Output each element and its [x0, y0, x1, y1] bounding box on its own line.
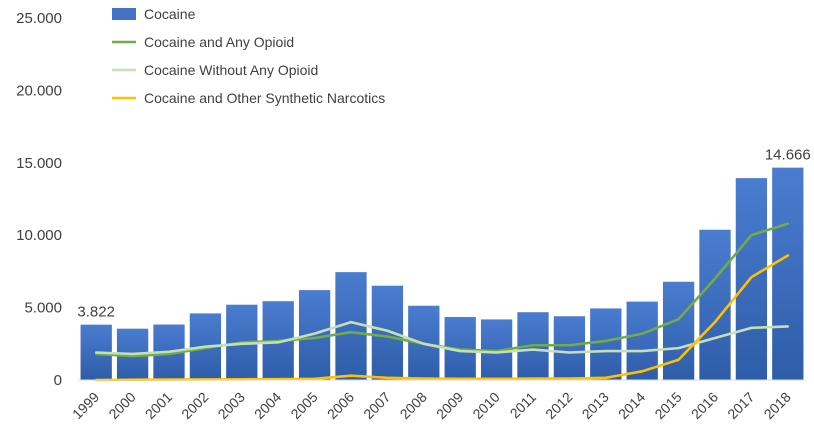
- bar-cocaine-2016: [699, 229, 731, 380]
- series-lines: [94, 222, 790, 382]
- x-tick-label-2011: 2011: [507, 389, 540, 422]
- legend-label-cocaine-and-other-synthetic-narcotics: Cocaine and Other Synthetic Narcotics: [144, 90, 385, 106]
- bar-cocaine-2018: [772, 167, 804, 380]
- y-tick-label: 15.000: [16, 155, 62, 172]
- x-tick-label-2008: 2008: [397, 389, 430, 422]
- x-tick-label-1999: 1999: [69, 389, 102, 422]
- x-tick-label-2001: 2001: [142, 389, 175, 422]
- legend-label-cocaine-and-any-opioid: Cocaine and Any Opioid: [144, 34, 294, 50]
- x-tick-label-2006: 2006: [324, 389, 357, 422]
- y-tick-label: 0: [54, 372, 62, 389]
- x-tick-label-2004: 2004: [251, 389, 284, 422]
- bar-cocaine-2012: [553, 316, 586, 380]
- line-cocaine-without-any-opioid: [94, 320, 790, 356]
- legend-label-cocaine: Cocaine: [144, 6, 196, 22]
- bar-cocaine-2007: [371, 285, 404, 380]
- x-tick-label-2014: 2014: [615, 389, 648, 422]
- x-tick-label-2017: 2017: [724, 389, 757, 422]
- y-axis-tick-labels: 0 5.000 10.000 15.000 20.000 25.000: [16, 10, 62, 389]
- y-tick-label: 5.000: [24, 300, 62, 317]
- x-tick-label-2012: 2012: [542, 389, 575, 422]
- data-label-2018: 14.666: [765, 147, 811, 164]
- cocaine-bars: [80, 167, 804, 380]
- x-tick-label-2005: 2005: [287, 389, 320, 422]
- x-tick-label-2007: 2007: [360, 389, 393, 422]
- line-cocaine-and-other-synthetic-narcotics: [94, 254, 790, 382]
- x-tick-label-2015: 2015: [651, 389, 684, 422]
- legend: Cocaine Cocaine and Any Opioid Cocaine Wit…: [112, 6, 385, 106]
- legend-swatch-cocaine: [112, 8, 136, 20]
- x-tick-label-2009: 2009: [433, 389, 466, 422]
- y-tick-label: 20.000: [16, 82, 62, 99]
- bar-cocaine-2015: [662, 281, 695, 380]
- bar-cocaine-2013: [590, 308, 622, 380]
- x-tick-label-2002: 2002: [178, 389, 211, 422]
- x-tick-label-2000: 2000: [105, 389, 138, 422]
- data-label-1999: 3.822: [77, 304, 115, 321]
- x-tick-label-2003: 2003: [215, 389, 248, 422]
- y-tick-label: 10.000: [16, 227, 62, 244]
- y-tick-label: 25.000: [16, 10, 62, 27]
- x-tick-label-2016: 2016: [688, 389, 721, 422]
- legend-label-cocaine-without-any-opioid: Cocaine Without Any Opioid: [144, 62, 318, 78]
- x-tick-label-2013: 2013: [579, 389, 612, 422]
- data-labels: 3.822 14.666: [77, 147, 810, 321]
- x-tick-label-2010: 2010: [469, 389, 502, 422]
- x-tick-label-2018: 2018: [761, 389, 794, 422]
- x-axis-tick-labels: 1999 2000 2001 2002 2003 2004 2005 2006 2007 2008…: [69, 389, 794, 422]
